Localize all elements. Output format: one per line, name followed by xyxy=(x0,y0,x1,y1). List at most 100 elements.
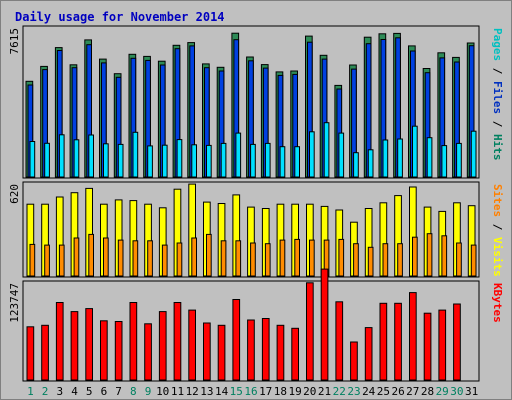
x-tick-label: 24 xyxy=(362,385,376,398)
x-tick-label: 3 xyxy=(56,385,63,398)
sites-bar xyxy=(353,243,359,277)
pages-bar xyxy=(117,143,124,178)
kbytes-bar xyxy=(453,303,461,381)
pages-bar xyxy=(176,139,183,178)
sites-bar xyxy=(441,235,448,277)
pages-bar xyxy=(294,146,300,178)
pages-bar xyxy=(323,122,330,178)
x-tick-label: 16 xyxy=(244,385,257,398)
sites-bar xyxy=(367,246,374,277)
pages-bar xyxy=(220,142,227,178)
kbytes-bar xyxy=(55,302,64,381)
pages-bar xyxy=(470,130,477,178)
pages-bar xyxy=(250,143,256,178)
pages-bar xyxy=(161,144,168,178)
x-tick-label: 12 xyxy=(186,385,199,398)
x-tick-label: 19 xyxy=(288,385,301,398)
x-tick-label: 4 xyxy=(71,385,78,398)
sites-bar xyxy=(176,242,183,277)
pages-bar xyxy=(206,144,212,178)
x-tick-label: 1 xyxy=(27,385,34,398)
x-tick-label: 11 xyxy=(171,385,184,398)
x-tick-label: 30 xyxy=(450,385,463,398)
sites-bar xyxy=(309,239,315,277)
sites-bar xyxy=(44,244,50,277)
sites-bar xyxy=(397,243,403,277)
sites-bar xyxy=(456,242,462,277)
pages-bar xyxy=(456,142,462,178)
kbytes-bar xyxy=(203,322,211,381)
bottom-max-label: 123747 xyxy=(8,283,21,323)
sites-bar xyxy=(264,243,271,277)
x-tick-label: 7 xyxy=(115,385,122,398)
bottom-series-label-part: KBytes xyxy=(491,283,504,323)
sites-bar xyxy=(147,240,153,277)
top-series-label-part: Hits xyxy=(491,134,504,161)
pages-bar xyxy=(382,139,389,178)
top-series-label-part: / xyxy=(491,114,504,134)
sites-bar xyxy=(161,244,168,277)
pages-bar xyxy=(147,145,153,178)
x-tick-label: 10 xyxy=(156,385,169,398)
pages-bar xyxy=(367,149,374,178)
kbytes-bar xyxy=(173,302,182,381)
kbytes-bar xyxy=(232,299,241,381)
sites-bar xyxy=(426,233,433,277)
top-max-label: 7615 xyxy=(8,28,21,55)
pages-bar xyxy=(412,125,418,178)
x-tick-label: 13 xyxy=(200,385,213,398)
kbytes-bar xyxy=(70,311,79,381)
pages-bar xyxy=(426,137,433,178)
x-tick-label: 18 xyxy=(274,385,287,398)
sites-bar xyxy=(29,243,36,277)
sites-bar xyxy=(279,239,286,277)
kbytes-bar xyxy=(247,319,255,381)
kbytes-bar xyxy=(41,324,49,381)
sites-bar xyxy=(250,242,256,277)
pages-bar xyxy=(103,143,109,178)
x-tick-label: 27 xyxy=(406,385,419,398)
x-tick-label: 14 xyxy=(215,385,229,398)
pages-bar xyxy=(279,146,286,178)
pages-bar xyxy=(58,134,65,178)
x-tick-label: 31 xyxy=(465,385,478,398)
chart-title: Daily usage for November 2014 xyxy=(15,10,225,24)
pages-bar xyxy=(132,131,139,178)
middle-series-label-part: Sites xyxy=(491,184,504,217)
kbytes-bar xyxy=(114,321,123,381)
top-series-label-part: Files xyxy=(491,81,504,114)
sites-bar xyxy=(117,239,124,277)
x-tick-label: 20 xyxy=(303,385,316,398)
sites-bar xyxy=(58,244,65,277)
x-tick-label: 25 xyxy=(377,385,390,398)
middle-series-label-part: Visits xyxy=(491,237,504,277)
kbytes-bar xyxy=(158,311,167,381)
bottom-series-label: KBytes xyxy=(491,283,504,323)
sites-bar xyxy=(294,238,300,277)
kbytes-bar xyxy=(129,302,138,381)
x-tick-label: 17 xyxy=(259,385,272,398)
x-tick-label: 8 xyxy=(130,385,137,398)
pages-bar xyxy=(235,132,242,178)
top-series-label: Pages / Files / Hits xyxy=(491,28,504,161)
pages-bar xyxy=(441,145,448,178)
middle-max-label: 620 xyxy=(8,184,21,204)
sites-bar xyxy=(412,236,418,277)
sites-bar xyxy=(470,244,477,277)
kbytes-bar xyxy=(350,341,358,381)
sites-bar xyxy=(73,237,80,277)
sites-bar xyxy=(220,240,227,277)
pages-bar xyxy=(44,142,50,178)
sites-bar xyxy=(132,240,139,277)
sites-bar xyxy=(206,233,212,277)
pages-bar xyxy=(353,152,359,178)
pages-bar xyxy=(338,132,345,178)
sites-bar xyxy=(88,233,95,277)
kbytes-bar xyxy=(394,302,402,381)
x-tick-label: 6 xyxy=(101,385,108,398)
middle-series-label: Sites / Visits xyxy=(491,184,504,277)
x-tick-label: 23 xyxy=(347,385,360,398)
pages-bar xyxy=(29,141,36,178)
